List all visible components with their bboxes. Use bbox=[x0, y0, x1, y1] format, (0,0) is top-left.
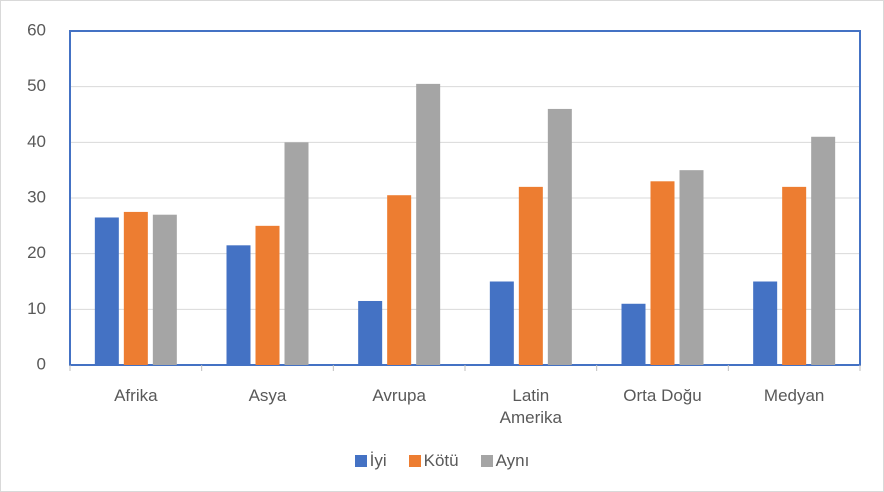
bar bbox=[387, 195, 412, 365]
legend-swatch bbox=[354, 455, 367, 467]
x-tick-label: Asya bbox=[248, 386, 287, 405]
bar bbox=[547, 108, 572, 365]
y-tick-label: 60 bbox=[27, 20, 46, 39]
bar bbox=[518, 186, 543, 365]
legend-swatch bbox=[480, 455, 493, 467]
bar bbox=[489, 281, 514, 365]
bar bbox=[255, 225, 280, 365]
y-tick-label: 30 bbox=[27, 187, 46, 206]
y-tick-label: 0 bbox=[37, 354, 46, 373]
legend-item: Kötü bbox=[408, 451, 459, 471]
bar bbox=[284, 142, 309, 365]
bar bbox=[782, 186, 807, 365]
bar bbox=[650, 181, 675, 365]
bar bbox=[753, 281, 778, 365]
bar bbox=[226, 245, 251, 365]
y-tick-label: 50 bbox=[27, 76, 46, 95]
x-tick-label: Medyan bbox=[763, 386, 825, 405]
x-tick-label: Avrupa bbox=[372, 386, 426, 405]
y-tick-label: 40 bbox=[27, 132, 46, 151]
bar bbox=[152, 214, 177, 365]
legend-label: Aynı bbox=[495, 451, 530, 470]
bar bbox=[123, 211, 148, 365]
x-tick-label: Latin Amerika bbox=[499, 386, 562, 427]
y-tick-label: 20 bbox=[27, 243, 46, 262]
bar bbox=[679, 170, 704, 365]
bar bbox=[811, 136, 836, 365]
bar bbox=[416, 83, 441, 365]
bar bbox=[358, 300, 383, 365]
bar bbox=[621, 303, 646, 365]
legend: İyi Kötü Aynı bbox=[0, 451, 884, 471]
legend-label: İyi bbox=[369, 451, 387, 470]
bar bbox=[94, 217, 119, 365]
legend-swatch bbox=[408, 455, 421, 467]
x-tick-label: Orta Doğu bbox=[623, 386, 702, 405]
legend-item: İyi bbox=[354, 451, 387, 471]
x-tick-label: Afrika bbox=[114, 386, 158, 405]
legend-item: Aynı bbox=[480, 451, 530, 471]
legend-label: Kötü bbox=[423, 451, 459, 470]
y-tick-label: 10 bbox=[27, 299, 46, 318]
